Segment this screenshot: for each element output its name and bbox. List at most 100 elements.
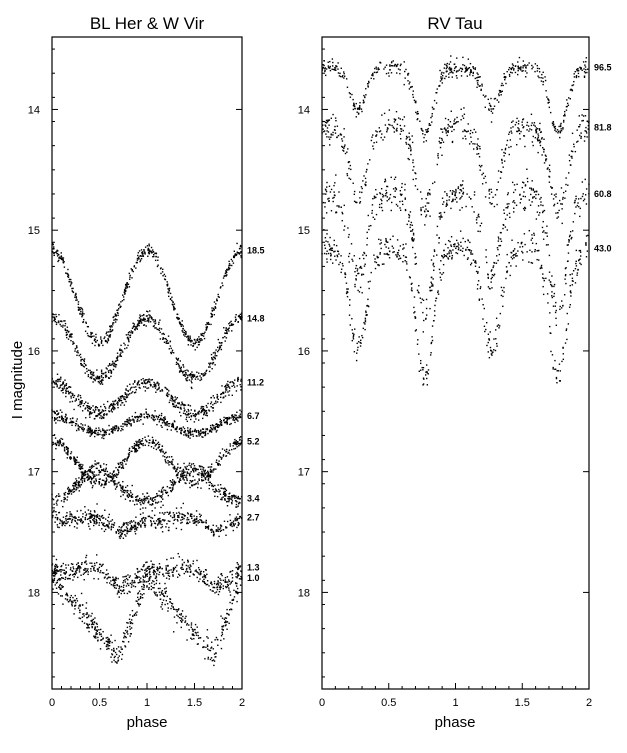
data-point (225, 489, 228, 492)
data-point (102, 344, 104, 347)
data-point (198, 521, 201, 523)
data-point (176, 358, 178, 361)
data-point (91, 612, 93, 615)
data-point (114, 313, 117, 315)
data-point (91, 623, 93, 626)
data-point (192, 414, 195, 417)
data-point (207, 474, 210, 476)
data-point (70, 333, 72, 335)
data-point (140, 257, 143, 260)
data-point (122, 423, 124, 425)
data-point (195, 569, 197, 571)
data-point (116, 352, 119, 354)
data-point (162, 275, 164, 277)
data-point (139, 260, 141, 263)
data-point (66, 488, 69, 490)
data-point (216, 299, 218, 302)
data-point (198, 341, 201, 343)
data-point (96, 467, 98, 470)
data-point (162, 332, 165, 335)
data-point (92, 431, 95, 434)
data-point (152, 440, 154, 442)
data-point (190, 570, 192, 573)
data-point (161, 390, 164, 392)
data-point (65, 388, 67, 390)
data-point (112, 405, 115, 407)
data-point (194, 349, 196, 351)
data-point (86, 325, 89, 328)
data-point (404, 77, 406, 79)
data-point (230, 522, 232, 525)
data-point (58, 439, 61, 441)
data-point (497, 101, 500, 103)
data-point (190, 466, 192, 469)
data-point (176, 614, 178, 616)
data-point (179, 370, 181, 372)
data-point (165, 599, 167, 602)
left-panel: BL Her & W Vir I magnitude phase 0 0.5 1 1.… (9, 14, 265, 731)
data-point (70, 451, 73, 453)
data-point (202, 466, 205, 469)
data-point (80, 471, 82, 473)
data-point (211, 583, 213, 586)
data-point (89, 426, 91, 429)
data-point (104, 405, 106, 408)
data-point (235, 573, 237, 575)
data-point (183, 462, 185, 465)
data-point (85, 401, 87, 403)
data-point (158, 329, 160, 332)
data-point (171, 424, 173, 427)
data-point (191, 387, 193, 390)
data-point (123, 523, 125, 526)
data-point (174, 396, 176, 398)
data-point (95, 637, 97, 639)
data-point (131, 584, 133, 586)
data-point (88, 407, 90, 409)
data-point (200, 407, 202, 410)
data-point (203, 414, 205, 416)
data-point (128, 453, 130, 456)
data-point (69, 599, 71, 602)
data-point (97, 429, 100, 432)
data-point (226, 608, 228, 611)
data-point (237, 315, 240, 317)
data-point (73, 613, 75, 615)
data-point (71, 518, 74, 521)
data-point (123, 289, 126, 291)
data-point (213, 580, 216, 583)
data-point (85, 602, 88, 604)
data-point (129, 274, 131, 277)
data-point (118, 650, 120, 652)
data-point (164, 337, 167, 340)
data-point (82, 516, 84, 518)
data-point (156, 423, 158, 426)
data-point (189, 514, 192, 516)
data-point (202, 406, 205, 408)
data-point (203, 581, 206, 583)
data-point (57, 380, 59, 383)
data-point (155, 579, 158, 582)
data-point (97, 343, 100, 346)
data-point (65, 395, 67, 398)
data-point (170, 490, 173, 493)
data-point (92, 372, 94, 374)
data-point (517, 73, 519, 76)
data-point (165, 422, 167, 424)
data-point (54, 516, 57, 519)
data-point (164, 603, 166, 606)
data-point (163, 489, 165, 491)
data-point (64, 325, 66, 327)
data-point (79, 611, 81, 614)
data-point (191, 634, 194, 636)
data-point (72, 579, 74, 581)
data-point (65, 420, 67, 422)
data-point (77, 394, 80, 396)
data-point (462, 64, 464, 66)
data-point (172, 571, 174, 573)
data-point (109, 472, 111, 474)
data-point (133, 528, 136, 530)
data-point (127, 524, 129, 526)
data-point (75, 488, 78, 490)
data-point (124, 458, 126, 460)
data-point (80, 519, 82, 521)
